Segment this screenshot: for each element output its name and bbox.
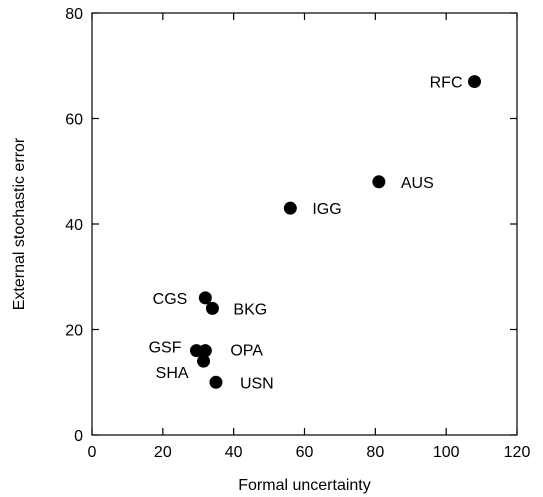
x-tick-label: 60 [296, 444, 314, 461]
plot-frame [91, 12, 518, 436]
data-point-opa [198, 344, 212, 358]
y-tick-label: 80 [65, 6, 83, 23]
point-label-bkg: BKG [233, 301, 267, 318]
point-label-cgs: CGS [153, 291, 188, 308]
ticks-layer: 0 20 40 60 80 100 120 0 20 40 60 80 [65, 6, 530, 461]
point-label-aus: AUS [401, 175, 434, 192]
data-point-aus [372, 175, 386, 189]
data-point-igg [283, 201, 297, 215]
x-tick-label: 40 [225, 444, 243, 461]
data-point-cgs [198, 291, 212, 305]
x-tick-label: 100 [433, 444, 460, 461]
point-label-sha: SHA [156, 365, 189, 382]
y-tick-label: 0 [74, 428, 83, 445]
x-axis-label: Formal uncertainty [238, 477, 371, 494]
x-tick-label: 0 [88, 444, 97, 461]
data-point-sha [197, 354, 211, 368]
data-point-bkg [205, 301, 219, 315]
point-label-usn: USN [240, 375, 274, 392]
y-tick-label: 20 [65, 323, 83, 340]
points-layer: RFC AUS IGG CGS BKG GSF OPA SHA USN [149, 75, 481, 392]
x-tick-label: 120 [504, 444, 531, 461]
point-label-igg: IGG [312, 201, 341, 218]
x-tick-label: 20 [154, 444, 172, 461]
y-tick-label: 60 [65, 112, 83, 129]
data-point-rfc [468, 75, 481, 89]
x-tick-label: 80 [366, 444, 384, 461]
data-point-usn [209, 375, 223, 389]
y-tick-label: 40 [65, 217, 83, 234]
point-label-rfc: RFC [430, 75, 463, 92]
y-axis-label: External stochastic error [11, 137, 28, 310]
point-label-gsf: GSF [149, 340, 182, 357]
point-label-opa: OPA [230, 343, 263, 360]
